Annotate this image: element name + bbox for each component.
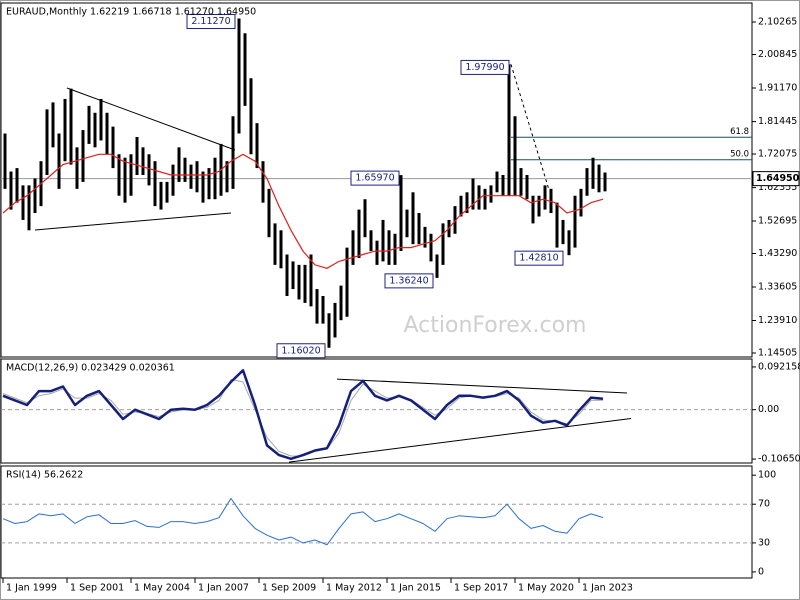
indicator-line bbox=[2, 369, 604, 461]
last-price-box bbox=[752, 171, 800, 187]
price-annotation: 1.36240 bbox=[389, 275, 428, 286]
y-tick-label: 100 bbox=[758, 470, 776, 481]
x-tick-label: 1 Sep 2009 bbox=[262, 583, 316, 594]
last-price-label: 1.64950 bbox=[756, 173, 800, 184]
x-tick-label: 1 Sep 2017 bbox=[454, 583, 508, 594]
indicator-line bbox=[2, 497, 604, 546]
fib-label: 50.0 bbox=[730, 149, 749, 159]
y-tick-label: 0.00 bbox=[758, 404, 779, 415]
y-tick-label: 0 bbox=[758, 566, 764, 577]
panel-title: EURAUD,Monthly 1.62219 1.66718 1.61270 1… bbox=[6, 7, 256, 18]
x-tick-label: 1 Jan 2015 bbox=[390, 583, 441, 594]
price-annotation: 2.11270 bbox=[191, 16, 230, 27]
y-tick-label: 1.43290 bbox=[758, 248, 797, 259]
y-tick-label: 30 bbox=[758, 537, 770, 548]
panel-frame bbox=[0, 465, 753, 579]
y-tick-label: 1.72075 bbox=[758, 149, 797, 160]
price-annotation-box bbox=[514, 250, 564, 266]
trend-line bbox=[288, 417, 632, 463]
price-annotation-box bbox=[384, 273, 434, 289]
y-tick-label: 1.62355 bbox=[758, 182, 797, 193]
trend-line bbox=[336, 378, 628, 394]
trend-line bbox=[34, 212, 232, 231]
y-tick-label: 1.81445 bbox=[758, 116, 797, 127]
x-tick-label: 1 May 2012 bbox=[326, 583, 382, 594]
y-tick-label: 2.00845 bbox=[758, 49, 797, 60]
price-annotation: 1.42810 bbox=[519, 253, 558, 264]
y-tick-label: 1.33605 bbox=[758, 281, 797, 292]
price-annotation: 1.65970 bbox=[355, 173, 394, 184]
watermark: ActionForex.com bbox=[404, 313, 587, 338]
x-tick-label: 1 Jan 2007 bbox=[198, 583, 249, 594]
price-annotation-box bbox=[276, 343, 326, 359]
price-annotation-box bbox=[186, 14, 236, 30]
y-tick-label: -0.106503 bbox=[758, 454, 800, 465]
y-tick-label: 2.10265 bbox=[758, 16, 797, 27]
y-tick-label: 1.52695 bbox=[758, 215, 797, 226]
x-tick-label: 1 Jan 1999 bbox=[6, 583, 57, 594]
x-tick-label: 1 Jan 2023 bbox=[582, 583, 633, 594]
x-tick-label: 1 Sep 2001 bbox=[70, 583, 124, 594]
fib-label: 61.8 bbox=[730, 127, 749, 137]
x-tick-label: 1 May 2004 bbox=[134, 583, 190, 594]
x-tick-label: 1 May 2020 bbox=[518, 583, 574, 594]
price-annotation: 1.16020 bbox=[281, 345, 320, 356]
panel-title: RSI(14) 56.2622 bbox=[6, 470, 83, 481]
price-annotation-box bbox=[460, 59, 510, 75]
y-tick-label: 1.23910 bbox=[758, 315, 797, 326]
trend-line bbox=[510, 64, 550, 191]
trend-line bbox=[66, 87, 236, 151]
price-annotation-box bbox=[350, 170, 400, 186]
y-tick-label: 70 bbox=[758, 499, 770, 510]
panel-frame bbox=[0, 358, 753, 464]
y-tick-label: 1.14505 bbox=[758, 348, 797, 359]
panel-frame bbox=[0, 2, 753, 358]
y-tick-label: 0.092158 bbox=[758, 361, 800, 372]
panel-title: MACD(12,26,9) 0.023429 0.020361 bbox=[6, 363, 175, 374]
price-annotation: 1.97990 bbox=[465, 62, 504, 73]
y-tick-label: 1.91170 bbox=[758, 83, 797, 94]
moving-average bbox=[2, 153, 604, 269]
